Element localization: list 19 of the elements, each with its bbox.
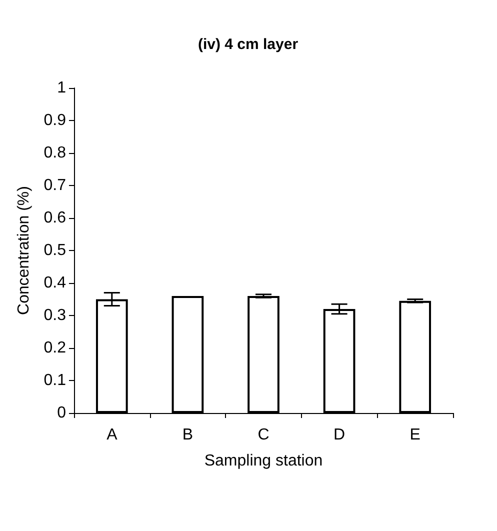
- y-tick-label: 0.3: [44, 307, 66, 324]
- x-tick-label: B: [182, 426, 194, 444]
- x-tick-label: E: [410, 426, 420, 444]
- x-axis-title: Sampling station: [204, 452, 323, 470]
- y-tick-label: 0.5: [44, 242, 66, 259]
- chart-title: (iv) 4 cm layer: [198, 36, 298, 53]
- y-tick-label: 0.4: [44, 274, 66, 292]
- y-tick-label: 0.1: [44, 372, 66, 389]
- y-tick-label: 1: [57, 80, 66, 96]
- y-tick-label: 0.2: [44, 340, 66, 356]
- y-tick-label: 0.8: [44, 144, 66, 162]
- y-axis-title: Concentration (%): [16, 186, 32, 315]
- y-tick-label: 0.9: [44, 112, 66, 129]
- y-tick-label: 0.6: [44, 210, 66, 226]
- x-tick-label: A: [106, 426, 118, 444]
- y-tick-label: 0: [57, 404, 66, 422]
- x-tick-label: D: [334, 426, 346, 444]
- x-tick-label: C: [258, 426, 270, 444]
- y-tick-label: 0.7: [44, 177, 66, 194]
